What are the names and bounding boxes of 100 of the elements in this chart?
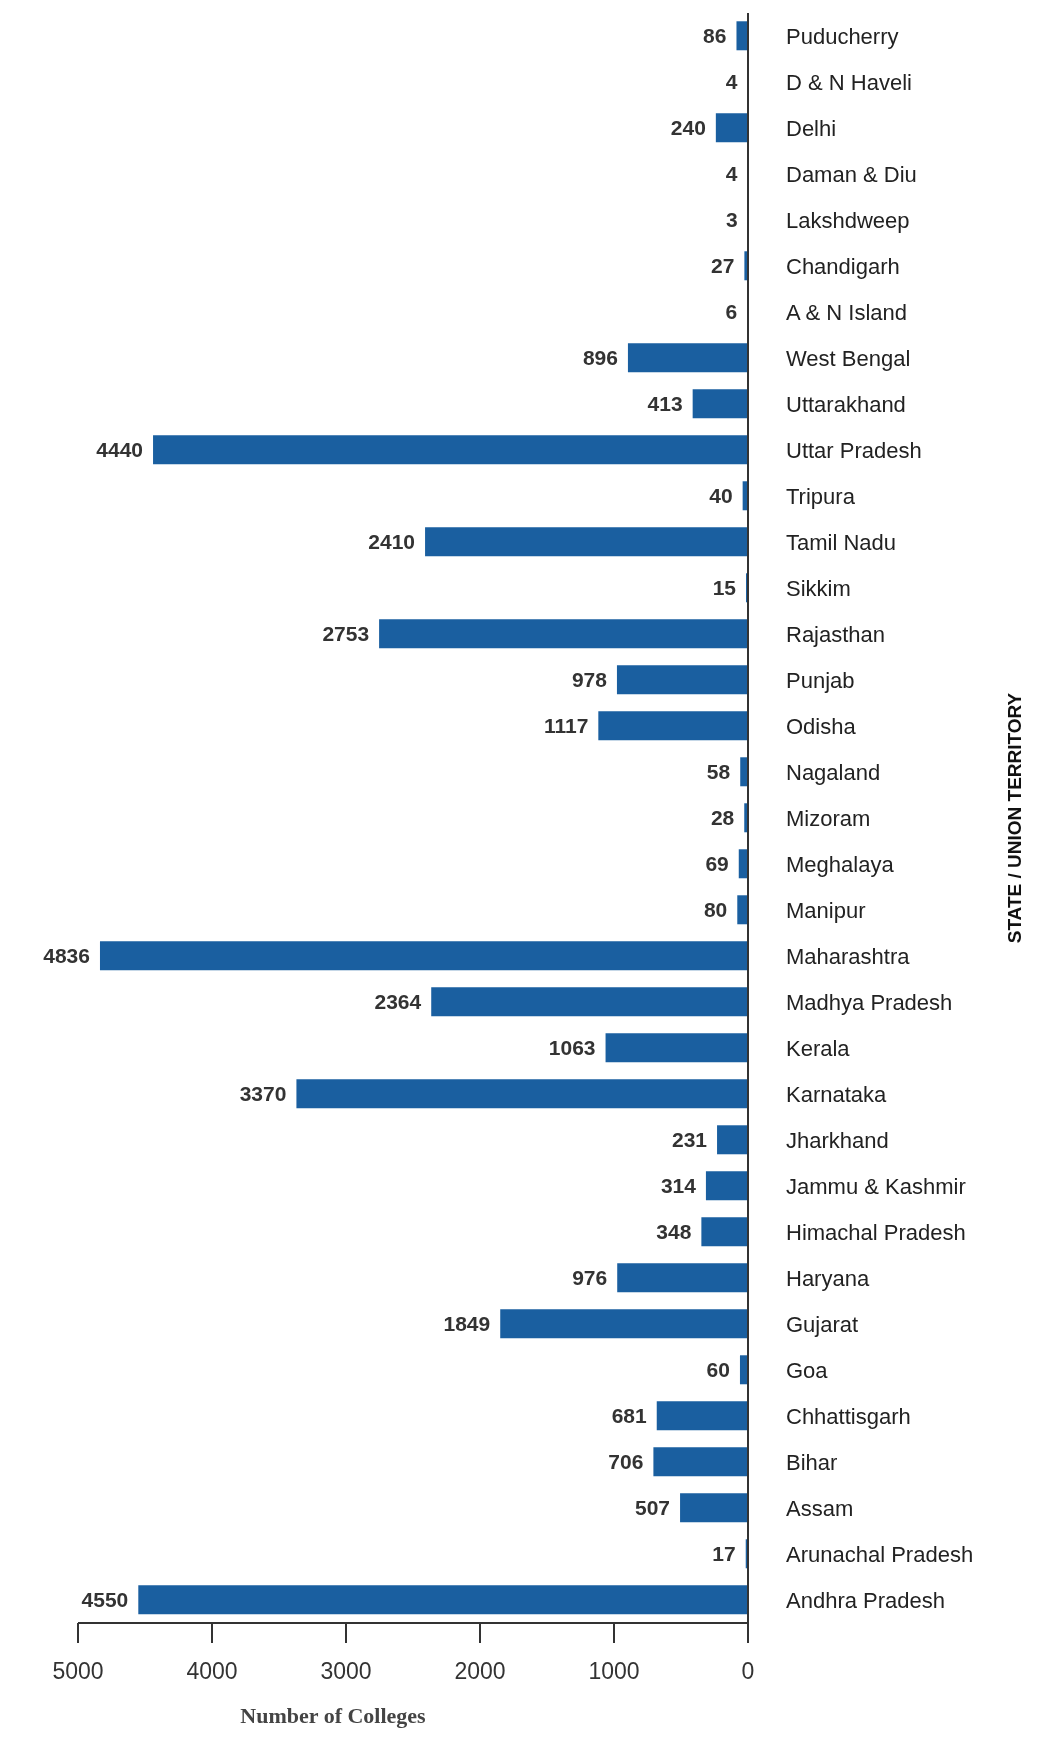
data-label: 80 <box>703 898 728 922</box>
bar <box>617 1263 748 1293</box>
y-tick-label: Meghalaya <box>786 851 895 877</box>
bar <box>153 435 748 465</box>
data-label: 3 <box>725 208 738 232</box>
y-axis-title: STATE / UNION TERRITORY <box>1004 692 1025 944</box>
x-tick-label: 4000 <box>186 1658 238 1685</box>
data-label: 6 <box>725 300 738 324</box>
bar <box>705 1171 748 1201</box>
data-label: 896 <box>582 346 618 370</box>
x-tick-label: 1000 <box>588 1658 640 1685</box>
bar <box>737 895 748 925</box>
data-label: 2364 <box>374 990 422 1014</box>
bar <box>627 343 748 373</box>
y-tick-label: Arunachal Pradesh <box>786 1541 974 1567</box>
bar <box>653 1447 748 1477</box>
data-label: 4550 <box>81 1588 129 1612</box>
y-tick-label: Karnataka <box>786 1081 888 1107</box>
y-tick-label: Madhya Pradesh <box>786 989 953 1015</box>
bar <box>736 21 748 51</box>
data-label: 240 <box>670 116 706 140</box>
y-tick-label: Daman & Diu <box>786 161 917 187</box>
data-label: 86 <box>703 24 727 48</box>
y-tick-label: Maharashtra <box>786 943 911 969</box>
bar <box>431 987 748 1017</box>
bar <box>740 757 748 787</box>
data-label: 1849 <box>443 1312 491 1336</box>
y-tick-label: Uttar Pradesh <box>786 437 922 463</box>
y-tick-label: Puducherry <box>786 23 899 49</box>
data-label: 2753 <box>322 622 370 646</box>
y-tick-label: Haryana <box>786 1265 870 1291</box>
data-label: 4440 <box>96 438 144 462</box>
y-tick-label: Mizoram <box>786 805 871 831</box>
data-label: 27 <box>711 254 735 278</box>
x-tick-label: 2000 <box>454 1658 506 1685</box>
y-tick-label: Uttarakhand <box>786 391 906 417</box>
data-label: 69 <box>705 852 729 876</box>
y-tick-label: Goa <box>786 1357 829 1383</box>
bar <box>379 619 748 649</box>
data-label: 978 <box>571 668 608 692</box>
y-tick-label: D & N Haveli <box>786 69 912 95</box>
data-label: 4 <box>725 70 738 94</box>
y-tick-label: Lakshdweep <box>786 207 910 233</box>
data-label: 1117 <box>543 714 589 738</box>
bar <box>715 113 748 143</box>
y-tick-label: Sikkim <box>786 575 851 601</box>
data-label: 314 <box>660 1174 697 1198</box>
y-tick-label: West Bengal <box>786 345 911 371</box>
y-tick-label: Kerala <box>786 1035 851 1061</box>
data-label: 706 <box>608 1450 644 1474</box>
data-label: 60 <box>706 1358 730 1382</box>
data-label: 413 <box>647 392 683 416</box>
bar <box>717 1125 748 1155</box>
data-label: 348 <box>656 1220 692 1244</box>
y-tick-label: Tripura <box>786 483 856 509</box>
data-label: 58 <box>706 760 731 784</box>
bar <box>598 711 748 741</box>
y-tick-label: Tamil Nadu <box>786 529 897 555</box>
y-tick-label: Assam <box>786 1495 854 1521</box>
y-tick-label: Manipur <box>786 897 866 923</box>
data-label: 976 <box>572 1266 608 1290</box>
y-tick-label: Andhra Pradesh <box>786 1587 945 1613</box>
data-label: 4836 <box>43 944 90 968</box>
y-tick-label: Chhattisgarh <box>786 1403 911 1429</box>
data-label: 40 <box>709 484 733 508</box>
data-label: 1063 <box>548 1036 596 1060</box>
bar <box>425 527 748 557</box>
bar <box>138 1585 748 1615</box>
y-tick-label: Jharkhand <box>786 1127 889 1153</box>
y-tick-label: Punjab <box>786 667 855 693</box>
y-tick-label: Odisha <box>786 713 857 739</box>
x-tick-label: 0 <box>741 1658 755 1685</box>
y-tick-label: A & N Island <box>786 299 908 325</box>
bar <box>99 941 748 971</box>
data-label: 4 <box>725 162 738 186</box>
y-tick-label: Delhi <box>786 115 837 141</box>
data-label: 681 <box>611 1404 648 1428</box>
x-tick-label: 3000 <box>320 1658 372 1685</box>
bar <box>296 1079 748 1109</box>
bar <box>701 1217 748 1247</box>
bar <box>616 665 748 695</box>
data-label: 28 <box>710 806 735 830</box>
data-label: 2410 <box>368 530 416 554</box>
y-tick-label: Rajasthan <box>786 621 886 647</box>
x-axis-title: Number of Colleges <box>240 1703 427 1728</box>
data-label: 3370 <box>239 1082 287 1106</box>
y-tick-label: Chandigarh <box>786 253 900 279</box>
data-label: 507 <box>635 1496 671 1520</box>
bar <box>680 1493 748 1523</box>
y-tick-label: Bihar <box>786 1449 838 1475</box>
bar <box>656 1401 748 1431</box>
bar <box>692 389 748 419</box>
x-tick-label: 5000 <box>52 1658 104 1685</box>
data-label: 17 <box>712 1542 736 1566</box>
y-tick-label: Jammu & Kashmir <box>786 1173 966 1199</box>
bar <box>500 1309 748 1339</box>
bar <box>605 1033 748 1063</box>
data-label: 231 <box>672 1128 708 1152</box>
y-tick-label: Himachal Pradesh <box>786 1219 966 1245</box>
y-tick-label: Gujarat <box>786 1311 859 1337</box>
